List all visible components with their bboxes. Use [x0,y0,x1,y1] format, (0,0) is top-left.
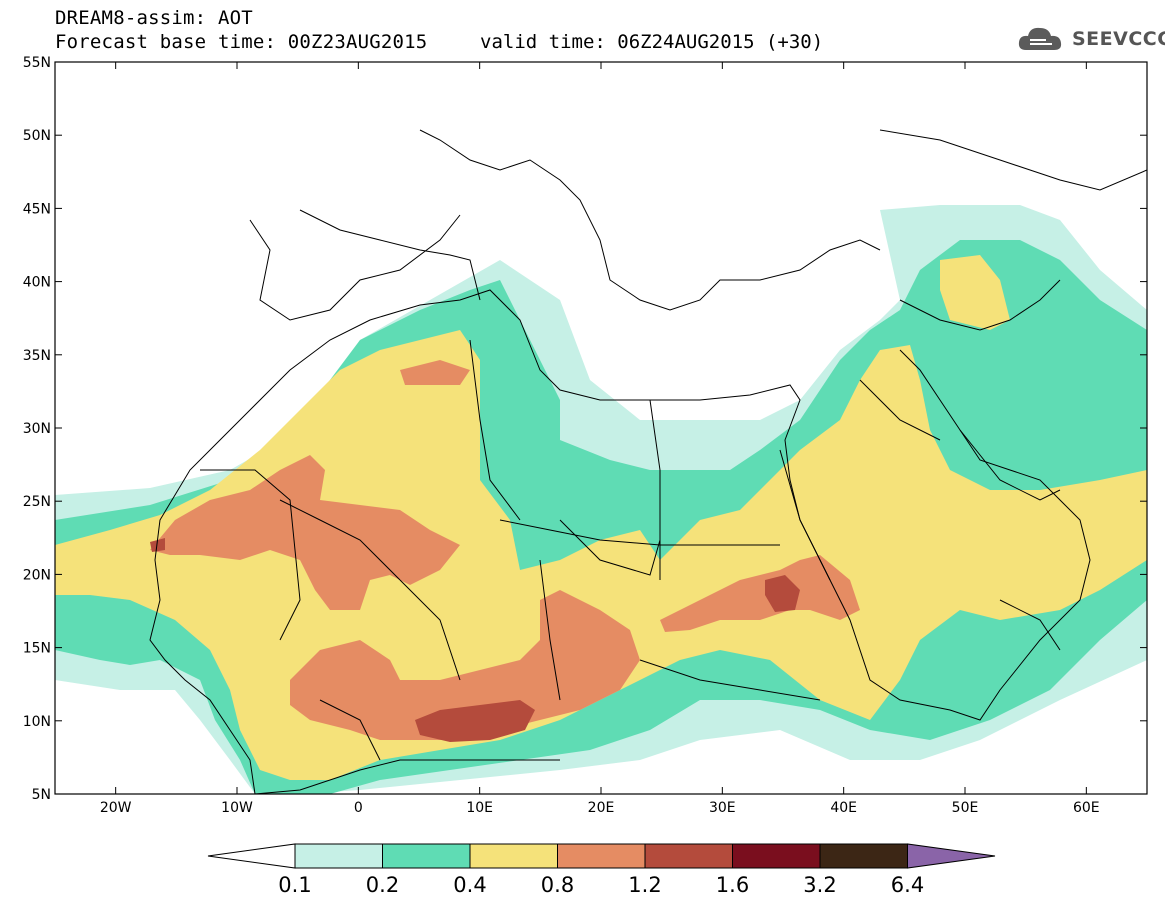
lon-label: 50E [952,800,979,816]
colorbar-label: 0.2 [366,873,399,897]
map-title: DREAM8-assim: AOT [55,7,253,29]
aot-field [55,205,1147,794]
lon-label: 0 [354,800,363,816]
colorbar-swatch [382,843,471,869]
seevccc-logo: SEEVCCC [1016,22,1165,58]
latitude-axis: 55N 50N 45N 40N 35N 30N 25N 20N 15N 10N 5N [23,55,1147,803]
colorbar-max-arrow [907,843,996,869]
lat-label: 50N [23,128,51,144]
colorbar-swatch [819,843,908,869]
lat-label: 40N [23,275,51,291]
colorbar-label: 6.4 [891,873,924,897]
colorbar-swatch [294,843,383,869]
logo-text: SEEVCCC [1072,28,1165,50]
aot-colorbar: 0.1 0.2 0.4 0.8 1.2 1.6 3.2 6.4 [207,843,996,897]
lat-label: 30N [23,421,51,437]
longitude-axis: 20W 10W 0 10E 20E 30E 40E 50E 60E [100,62,1100,816]
lat-label: 20N [23,567,51,583]
cloud-icon [1018,27,1062,50]
colorbar-min-arrow [207,843,296,869]
aot-band-1-2 [150,538,800,742]
colorbar-label: 0.8 [541,873,574,897]
lon-label: 40E [830,800,857,816]
lat-label: 45N [23,201,51,217]
lon-label: 10E [466,800,493,816]
lat-label: 35N [23,348,51,364]
lon-label: 10W [221,800,253,816]
lat-label: 10N [23,714,51,730]
colorbar-label: 3.2 [803,873,836,897]
lat-label: 15N [23,641,51,657]
colorbar-label: 1.6 [716,873,749,897]
lon-label: 60E [1073,800,1100,816]
lat-label: 25N [23,494,51,510]
colorbar-swatch [732,843,821,869]
colorbar-label: 0.1 [278,873,311,897]
valid-time: valid time: 06Z24AUG2015 (+30) [480,31,824,53]
lat-label: 55N [23,55,51,71]
forecast-base-time: Forecast base time: 00Z23AUG2015 [55,31,428,53]
aot-band-0-8 [150,360,860,740]
colorbar-swatch [557,843,646,869]
lon-label: 30E [709,800,736,816]
colorbar-swatch [644,843,733,869]
lon-label: 20E [588,800,615,816]
coastlines [149,129,1147,794]
colorbar-label: 1.2 [628,873,661,897]
lon-label: 20W [100,800,132,816]
colorbar-swatch [469,843,558,869]
colorbar-label: 0.4 [453,873,486,897]
lat-label: 5N [32,787,51,803]
